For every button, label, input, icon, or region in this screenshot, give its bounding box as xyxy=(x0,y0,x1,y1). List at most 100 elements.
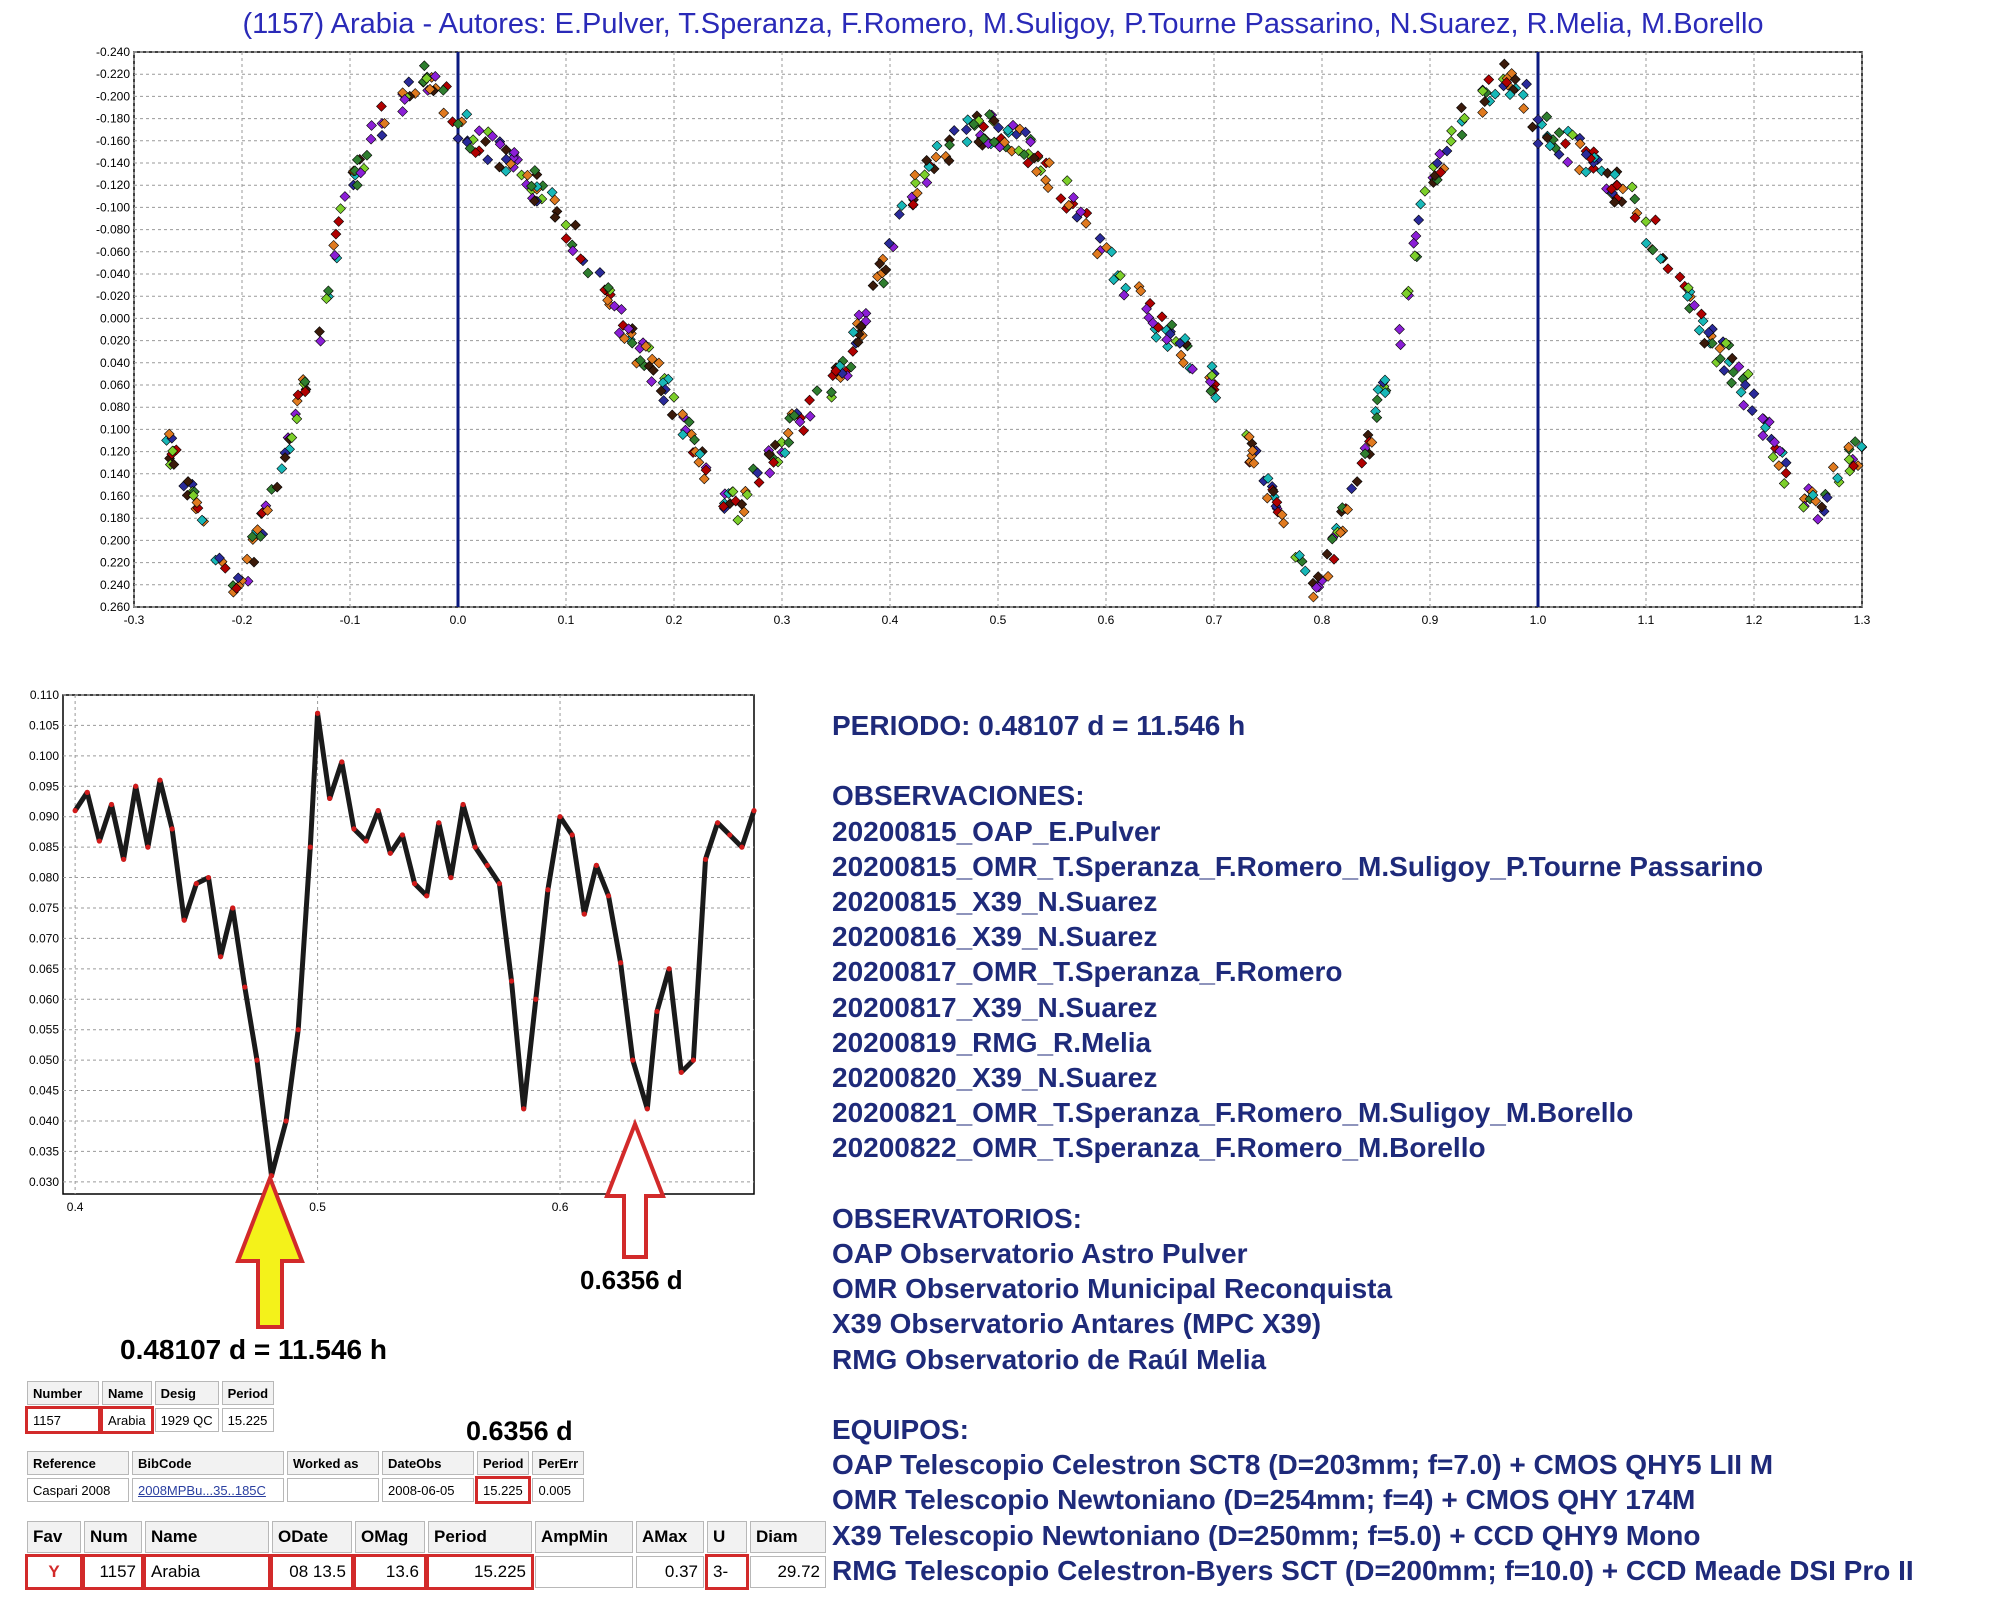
data-point xyxy=(421,72,433,84)
y-tick-label: 0.080 xyxy=(29,871,59,885)
periodogram-point xyxy=(460,801,466,808)
periodogram-point xyxy=(230,905,236,911)
data-point xyxy=(1541,111,1553,123)
y-tick-label: 0.140 xyxy=(100,467,130,481)
cell-name: Arabia xyxy=(143,1554,271,1590)
data-point xyxy=(1294,549,1305,561)
data-point xyxy=(1588,162,1599,174)
periodogram-point xyxy=(727,832,733,838)
data-point xyxy=(930,151,942,163)
cell-bibcode[interactable]: 2008MPBu...35..185C xyxy=(132,1478,284,1502)
data-point xyxy=(658,395,670,406)
data-point xyxy=(487,130,498,142)
y-tick-label: -0.240 xyxy=(96,45,130,59)
data-point xyxy=(214,552,225,564)
data-point xyxy=(847,326,859,338)
data-point xyxy=(482,154,494,166)
list-item: 20200817_X39_N.Suarez xyxy=(832,991,1158,1023)
data-point xyxy=(255,531,266,542)
x-tick-label: 1.2 xyxy=(1746,613,1763,627)
data-point xyxy=(1243,431,1255,443)
periodogram-point xyxy=(605,893,612,899)
y-tick-label: 0.100 xyxy=(29,749,59,763)
alias-arrow-label: 0.6356 d xyxy=(580,1265,683,1295)
cell-num: 1157 xyxy=(82,1554,144,1590)
data-point xyxy=(473,125,485,137)
y-tick-label: -0.220 xyxy=(96,67,130,81)
data-point xyxy=(1366,436,1378,448)
data-point xyxy=(736,498,748,510)
periodogram-point xyxy=(145,844,151,850)
periodogram-point xyxy=(108,801,115,808)
periodogram-point xyxy=(739,844,745,850)
data-point xyxy=(1693,324,1705,336)
header-omag: OMag xyxy=(355,1521,425,1553)
header-worked-as: Worked as xyxy=(287,1451,379,1475)
list-item: RMG Telescopio Celestron-Byers SCT (D=20… xyxy=(832,1554,1914,1586)
periodogram-point xyxy=(618,960,624,966)
data-point xyxy=(883,238,895,249)
data-point xyxy=(984,109,995,120)
data-point xyxy=(1706,338,1718,349)
data-point xyxy=(961,124,972,136)
data-point xyxy=(1055,193,1067,204)
data-point xyxy=(424,83,436,95)
list-item: OMR Observatorio Municipal Reconquista xyxy=(832,1273,1393,1305)
data-point xyxy=(1517,89,1529,101)
data-point xyxy=(1351,476,1363,487)
data-point xyxy=(1419,185,1431,197)
cell-period: 15.225 xyxy=(474,1476,532,1504)
data-point xyxy=(1372,384,1384,395)
data-point xyxy=(437,84,449,96)
x-tick-label: 0.4 xyxy=(882,613,899,627)
periodogram-point xyxy=(217,954,224,960)
list-item: 20200815_X39_N.Suarez xyxy=(832,886,1158,917)
data-point xyxy=(1629,212,1641,224)
periodogram-point xyxy=(496,881,503,887)
data-point xyxy=(168,459,180,470)
data-point xyxy=(867,280,879,291)
favorites-table: Fav Num Name ODate OMag Period AmpMin AM… xyxy=(24,1518,829,1591)
y-tick-label: 0.090 xyxy=(29,810,59,824)
data-point xyxy=(1445,135,1457,147)
header-name: Name xyxy=(102,1381,152,1405)
data-point xyxy=(1629,193,1641,205)
data-point xyxy=(1156,311,1168,323)
table-header-row: Fav Num Name ODate OMag Period AmpMin AM… xyxy=(27,1521,826,1553)
data-point xyxy=(668,391,680,403)
data-point xyxy=(330,228,342,240)
y-tick-label: 0.065 xyxy=(29,962,59,976)
data-point xyxy=(948,125,960,136)
data-point xyxy=(847,346,859,357)
periodogram-point xyxy=(181,917,187,923)
periodo-text: PERIODO: 0.48107 d = 11.546 h xyxy=(832,710,1246,741)
data-point xyxy=(397,106,408,117)
data-point xyxy=(1431,157,1443,169)
data-point xyxy=(1435,167,1447,178)
data-point xyxy=(1821,492,1833,503)
data-point xyxy=(1371,394,1383,406)
data-point xyxy=(1409,250,1421,262)
cell-fav[interactable]: Y xyxy=(25,1554,83,1590)
cell-reference: Caspari 2008 xyxy=(27,1478,129,1502)
periodogram-point xyxy=(96,838,102,844)
data-point xyxy=(921,177,933,188)
data-point xyxy=(1699,337,1710,349)
data-point xyxy=(516,169,527,181)
periodogram-point xyxy=(654,1008,660,1015)
table-alias-label: 0.6356 d xyxy=(466,1416,573,1446)
data-point xyxy=(286,432,298,443)
data-point xyxy=(768,457,779,468)
data-point xyxy=(1504,89,1516,101)
data-point xyxy=(1748,388,1760,400)
data-point xyxy=(1727,366,1739,378)
data-point xyxy=(291,395,303,407)
list-item: 20200816_X39_N.Suarez xyxy=(832,921,1158,953)
data-point xyxy=(1703,327,1715,338)
y-tick-label: -0.080 xyxy=(96,223,130,237)
data-point xyxy=(1726,377,1737,389)
x-tick-label: 0.7 xyxy=(1206,613,1223,627)
bibcode-link[interactable]: 2008MPBu...35..185C xyxy=(138,1482,266,1498)
cell-name: Arabia xyxy=(100,1406,154,1434)
data-point xyxy=(351,154,363,166)
